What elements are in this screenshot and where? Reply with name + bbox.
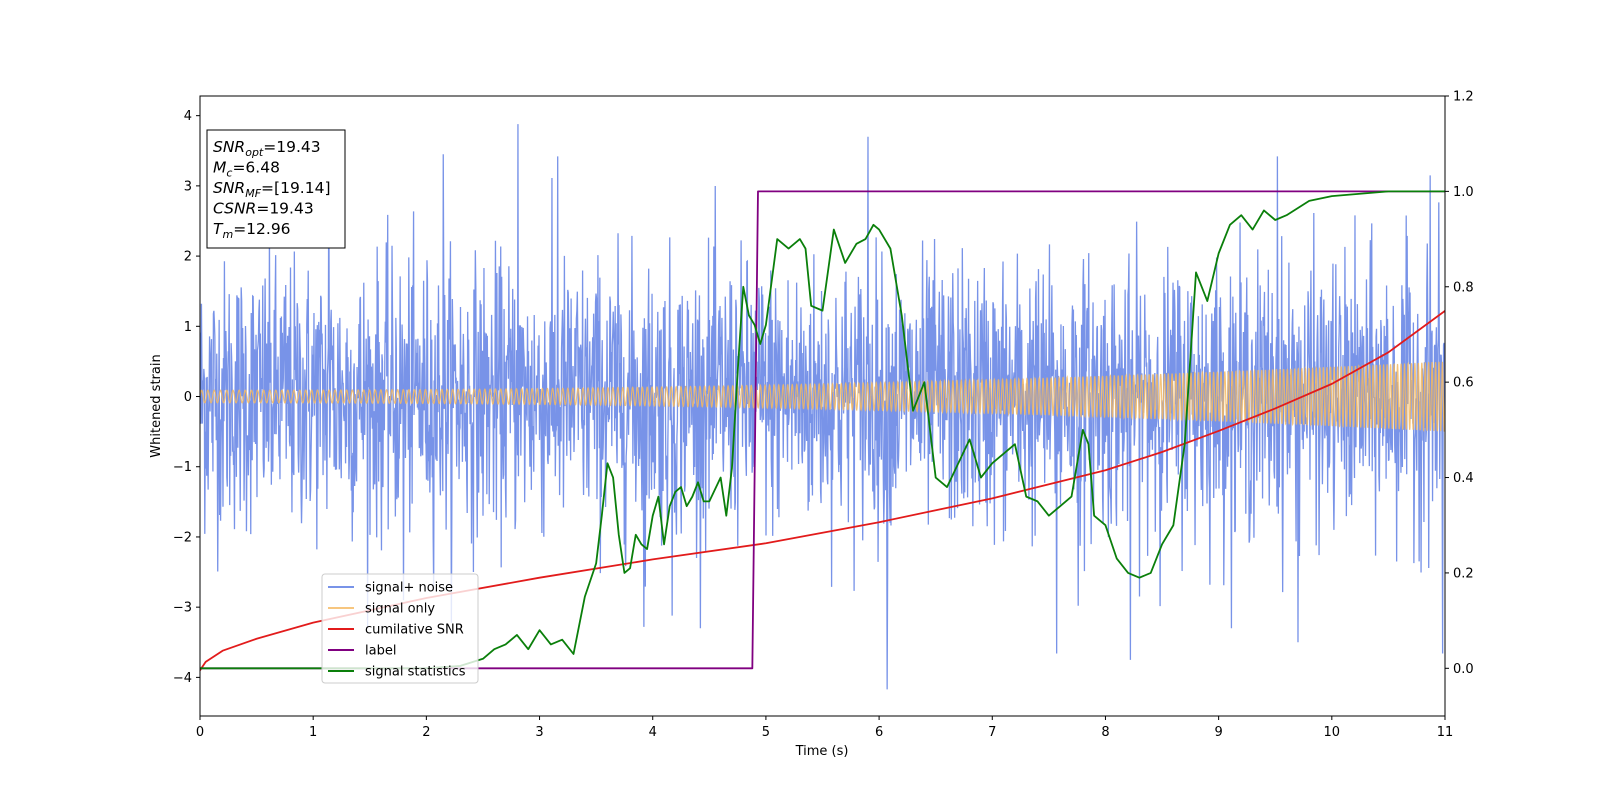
y2-tick-label: 1.2: [1453, 90, 1474, 105]
x-tick-label: 1: [309, 725, 317, 740]
series-signal-only: [200, 361, 1445, 433]
y-axis-title: Whitened strain: [149, 354, 164, 457]
x-tick-label: 3: [535, 725, 543, 740]
y-tick-label: 1: [184, 320, 192, 335]
info-box-frame: [206, 129, 346, 249]
info-line-value: =[19.14]: [261, 179, 330, 197]
y-tick-label: 3: [184, 179, 192, 194]
series-cumilative-snr: [200, 310, 1445, 671]
info-line-value: =19.43: [263, 138, 320, 156]
info-line-symbol: M: [213, 159, 226, 177]
info-line: Mc=6.48: [213, 159, 280, 180]
y-axis-left: −4 −3 −2 −1 0 1 2 3 4: [173, 109, 200, 686]
axes-frame: [199, 95, 1446, 717]
legend: signal+ noise signal only cumilative SNR la…: [321, 573, 479, 684]
y2-tick-label: 0.8: [1453, 280, 1474, 295]
legend-frame: [321, 573, 479, 684]
series-signal-statistics: [200, 190, 1445, 670]
info-line-subscript: MF: [245, 187, 261, 200]
info-line-symbol: SNR: [213, 138, 245, 156]
x-tick-label: 9: [1214, 725, 1222, 740]
y2-tick-label: 0.4: [1453, 471, 1474, 486]
legend-label: cumilative SNR: [365, 623, 464, 638]
x-tick-label: 8: [1101, 725, 1109, 740]
x-tick-label: 4: [649, 725, 657, 740]
info-line-subscript: c: [226, 167, 232, 180]
y-tick-label: 4: [184, 109, 192, 124]
y-tick-label: 0: [184, 390, 192, 405]
legend-label: signal only: [365, 602, 435, 617]
x-tick-label: 7: [988, 725, 996, 740]
x-tick-label: 2: [422, 725, 430, 740]
y2-tick-label: 1.0: [1453, 185, 1474, 200]
info-line-symbol: CSNR: [213, 200, 256, 218]
info-line-value: =12.96: [233, 220, 290, 238]
y-tick-label: −4: [173, 671, 192, 686]
info-line-subscript: m: [222, 228, 233, 241]
y-tick-label: −3: [173, 601, 192, 616]
y-tick-label: 2: [184, 250, 192, 265]
info-line-value: =6.48: [232, 159, 280, 177]
y2-tick-label: 0.0: [1453, 662, 1474, 677]
info-box: SNRopt=19.43Mc=6.48SNRMF=[19.14]CSNR=19.…: [206, 129, 346, 249]
info-line: SNRMF=[19.14]: [213, 179, 331, 200]
x-tick-label: 0: [196, 725, 204, 740]
x-tick-label: 5: [762, 725, 770, 740]
legend-label: signal statistics: [365, 665, 466, 680]
y2-tick-label: 0.6: [1453, 376, 1474, 391]
info-line-symbol: SNR: [213, 179, 245, 197]
y-axis-right: 0.0 0.2 0.4 0.6 0.8 1.0 1.2: [1445, 90, 1474, 677]
info-line-symbol: T: [213, 220, 224, 238]
x-tick-label: 6: [875, 725, 883, 740]
y2-tick-label: 0.2: [1453, 566, 1474, 581]
y-tick-label: −1: [173, 460, 192, 475]
y-tick-label: −2: [173, 530, 192, 545]
legend-label: signal+ noise: [365, 581, 453, 596]
x-tick-label: 10: [1324, 725, 1341, 740]
x-tick-label: 11: [1437, 725, 1454, 740]
legend-label: label: [365, 644, 396, 659]
info-line: CSNR=19.43: [213, 200, 314, 218]
x-axis-title: Time (s): [795, 744, 849, 759]
info-line: SNRopt=19.43: [213, 138, 321, 159]
info-line-subscript: opt: [245, 146, 264, 159]
info-line: Tm=12.96: [213, 220, 291, 241]
x-axis: 0 1 2 3 4 5 6 7 8 9 10 11: [196, 716, 1453, 740]
info-line-value: =19.43: [256, 200, 313, 218]
